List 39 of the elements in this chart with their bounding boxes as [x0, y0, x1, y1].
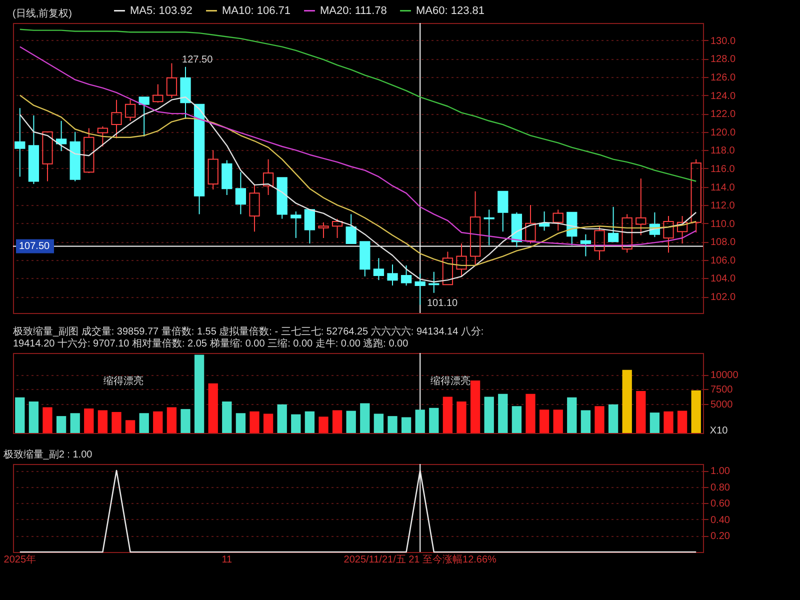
chart-title: 极致缩量_副2 : 1.00 [2, 448, 93, 460]
y-tick-label: 110.0 [710, 218, 736, 230]
y-tick-label: 0.40 [710, 514, 730, 526]
y-tick-label: 120.0 [710, 127, 736, 138]
y-tick-label: 1.00 [710, 466, 730, 478]
y-tick-label: 118.0 [710, 146, 736, 157]
y-tick-label: 0.80 [710, 482, 730, 494]
y-tick-label: 108.0 [710, 237, 736, 248]
legend-label: MA20: 111.78 [320, 4, 387, 17]
y-tick-label: 0.20 [710, 531, 730, 542]
y-tick-label: 114.0 [710, 182, 736, 194]
y-tick-label: 106.0 [710, 255, 736, 266]
annotation: 101.10 [427, 298, 458, 309]
chart-title: (日线,前复权) [12, 8, 72, 20]
y-tick-label: 124.0 [710, 90, 736, 102]
y-tick-label: 102.0 [710, 292, 736, 304]
y-tick-label: 0.60 [710, 498, 730, 510]
y-tick-label: 116.0 [710, 164, 736, 175]
y-tick-label: 122.0 [710, 109, 736, 120]
y-tick-label: 10000 [710, 370, 739, 382]
y-tick-label: 112.0 [710, 200, 736, 212]
y-tick-label: 128.0 [710, 54, 736, 66]
x-tick-label: 2025/11/21/五 21 至今涨幅12.66% [344, 554, 497, 566]
y-tick-label: 126.0 [710, 72, 736, 84]
y-tick-label: 130.0 [710, 36, 736, 47]
x-tick-label: 11 [222, 554, 233, 566]
legend-label: MA5: 103.92 [130, 4, 192, 17]
y-tick-label: 7500 [710, 384, 734, 396]
x-tick-label: 2025年 [4, 554, 36, 566]
ref-line-label: 107.50 [19, 241, 50, 252]
chart-title: 极致缩量_副图 成交量: 39859.77 量倍数: 1.55 虚拟量倍数: - 三七三七: 52764.25 六六六六: 94134.14 八分: 19414.20 十六分: 9707.10 相对量倍数: 2.05 梯量缩: 0.00 三缩: 0.00 走牛: 0.00 逃跑: 0.00 [12, 326, 484, 350]
annotation: 127.50 [182, 54, 214, 66]
y-tick-label: 104.0 [710, 274, 736, 285]
text: X10 [710, 426, 728, 437]
legend-label: MA60: 123.81 [416, 4, 484, 17]
annotation: 缩得漂亮 [103, 375, 144, 387]
legend-label: MA10: 106.71 [222, 4, 290, 17]
annotation: 缩得漂亮 [430, 375, 470, 387]
y-tick-label: 5000 [710, 399, 734, 410]
